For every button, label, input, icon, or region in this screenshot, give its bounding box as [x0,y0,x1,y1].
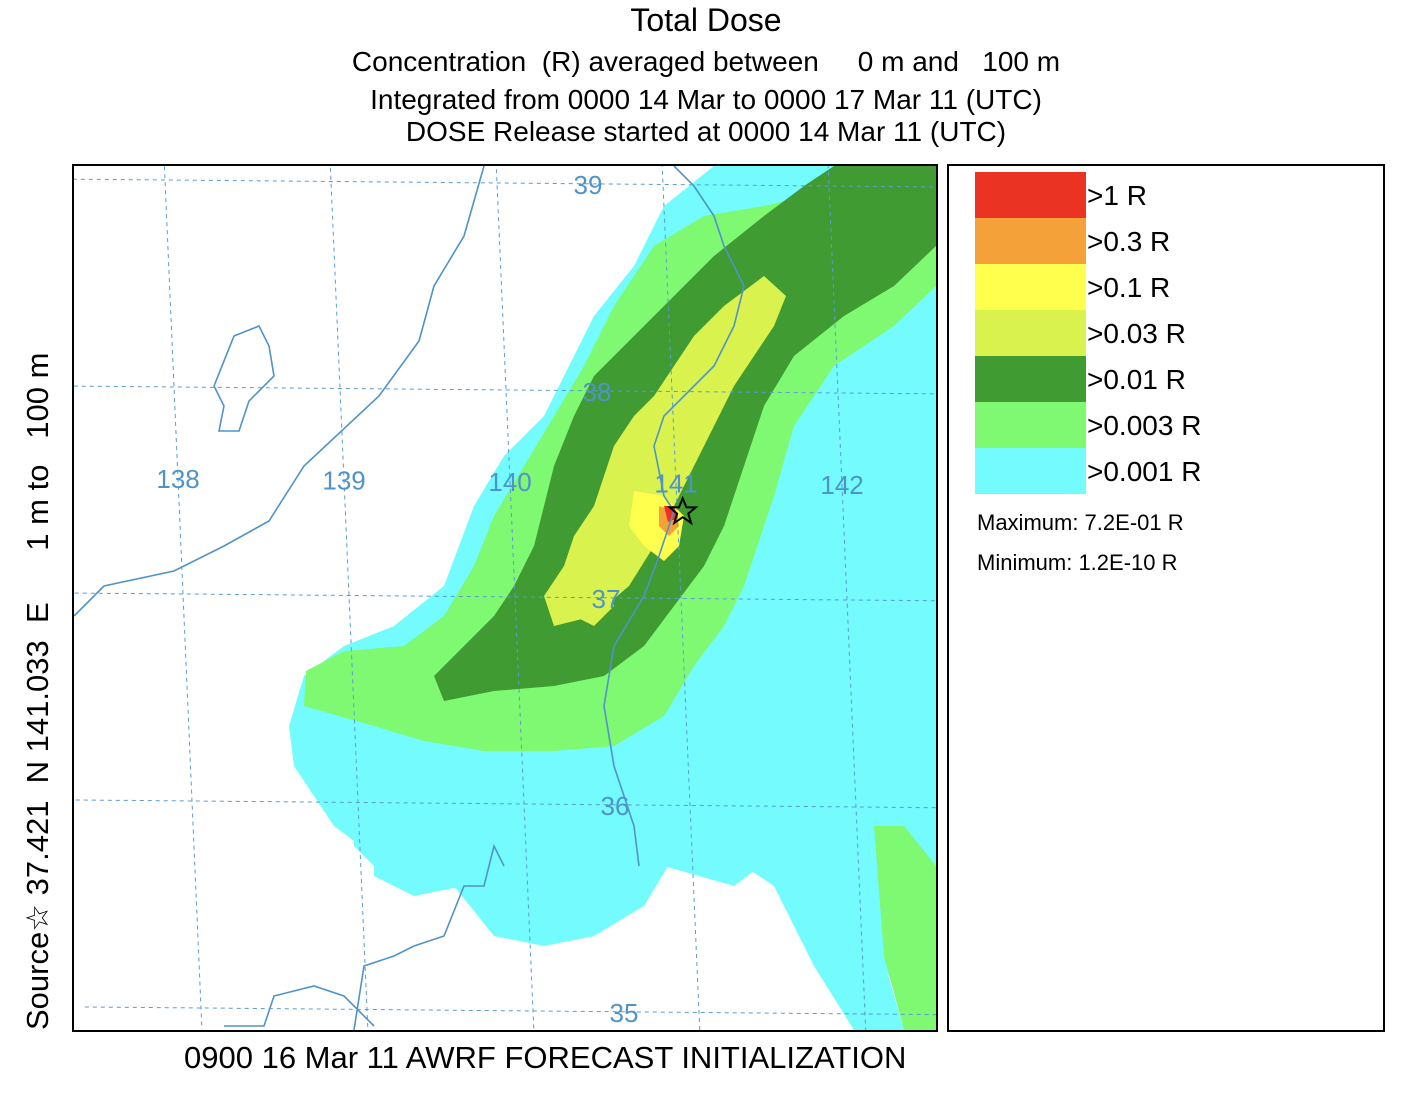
latitude-label: 35 [610,998,639,1028]
legend-swatch [975,264,1086,310]
coastline [74,166,745,1030]
latitude-label: 38 [583,377,612,407]
integration-subtitle: Integrated from 0000 14 Mar to 0000 17 M… [370,84,1042,115]
longitude-line [163,166,203,1030]
plume-level-1 [664,506,678,522]
longitude-label: 142 [820,470,863,500]
longitude-label: 139 [322,466,365,496]
longitude-label: 140 [488,467,531,497]
legend-swatch [975,218,1086,264]
legend-label: >0.001 R [1087,456,1202,487]
legend-item: >1 R [975,172,1412,218]
legend-swatch [975,310,1086,356]
latitude-line [74,385,936,395]
forecast-caption: 0900 16 Mar 11 AWRF FORECAST INITIALIZAT… [184,1040,907,1075]
latitude-line [84,1006,936,1016]
legend-label: >0.3 R [1087,226,1171,257]
legend-item: >0.1 R [975,264,1412,310]
graticule [74,166,936,1030]
legend-swatch [975,356,1086,402]
map-title: Total Dose [630,2,782,38]
longitude-line [329,166,369,1030]
longitude-label: 141 [654,469,697,499]
minimum-value: Minimum: 1.2E-10 R [977,550,1178,575]
legend-item: >0.3 R [975,218,1412,264]
latitude-label: 37 [592,584,621,614]
release-subtitle: DOSE Release started at 0000 14 Mar 11 (… [405,116,1007,147]
legend-label: >0.1 R [1087,272,1171,303]
longitude-line [495,166,535,1030]
source-location-label: Source☆ 37.421 N 141.033 E 1 m to 100 m [20,352,55,1030]
legend-swatch [975,402,1086,448]
graticule-labels: 138 139 140 141 142 39 38 37 36 35 [156,170,863,1028]
longitude-label: 138 [156,464,199,494]
star-icon [666,495,699,526]
maximum-value: Maximum: 7.2E-01 R [977,510,1184,535]
dose-map: 138 139 140 141 142 39 38 37 36 35 [74,166,936,1030]
legend-label: >0.01 R [1087,364,1186,395]
concentration-subtitle: Concentration (R) averaged between 0 m a… [351,46,1061,77]
longitude-line [827,166,867,1030]
latitude-line [75,799,936,809]
legend-swatch [975,448,1086,494]
legend-item: >0.001 R [975,448,1412,494]
legend-item: >0.03 R [975,310,1412,356]
legend-label: >0.03 R [1087,318,1186,349]
legend-swatch [975,172,1086,218]
latitude-line [74,592,936,602]
legend-panel: >1 R >0.3 R >0.1 R >0.03 R >0.01 R >0.003 R >0… [947,164,1385,1032]
map-panel: 138 139 140 141 142 39 38 37 36 35 [72,164,938,1032]
latitude-line [74,178,936,188]
legend-label: >1 R [1087,180,1147,211]
legend-item: >0.003 R [975,402,1412,448]
legend-label: >0.003 R [1087,410,1202,441]
longitude-line [661,166,701,1030]
legend-item: >0.01 R [975,356,1412,402]
plume-level-0.03 [544,276,786,626]
latitude-label: 36 [601,791,630,821]
latitude-label: 39 [574,170,603,200]
